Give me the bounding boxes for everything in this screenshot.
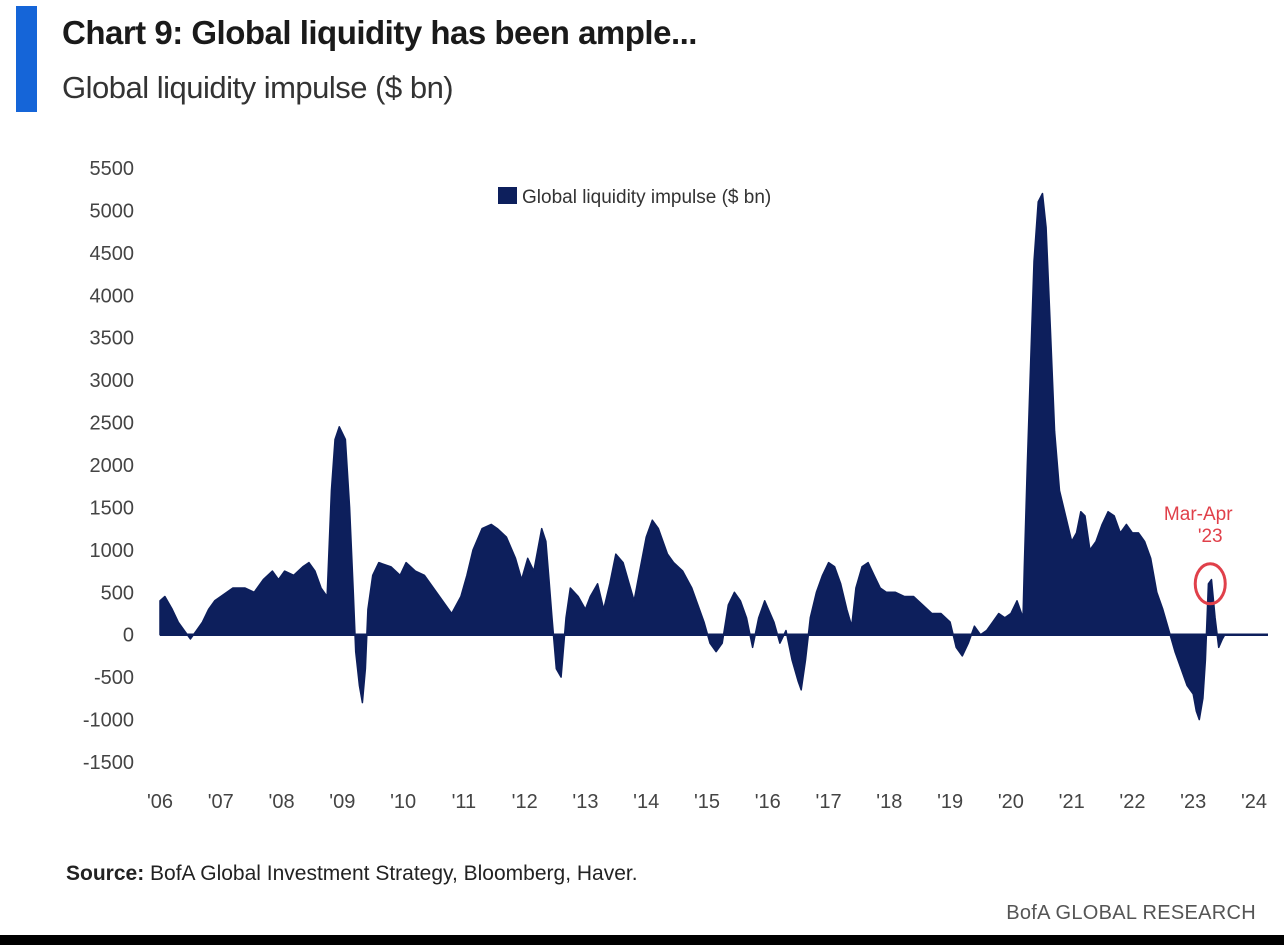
y-axis-ticks: 5500500045004000350030002500200015001000…: [83, 158, 134, 774]
y-tick-label: 4500: [90, 243, 135, 265]
y-tick-label: 2000: [90, 455, 135, 477]
y-tick-label: 2500: [90, 413, 135, 435]
y-tick-label: 4000: [90, 285, 135, 307]
y-tick-label: -1500: [83, 752, 134, 774]
annotation-circle: [1193, 562, 1227, 606]
x-tick-label: '10: [390, 791, 416, 813]
x-tick-label: '17: [816, 791, 842, 813]
liquidity-chart: 5500500045004000350030002500200015001000…: [83, 158, 1268, 813]
x-tick-label: '18: [876, 791, 902, 813]
chart-title: Chart 9: Global liquidity has been ample…: [62, 14, 697, 51]
brand-label: BofA GLOBAL RESEARCH: [1006, 902, 1256, 924]
y-tick-label: 3000: [90, 370, 135, 392]
x-tick-label: '16: [755, 791, 781, 813]
x-tick-label: '06: [147, 791, 173, 813]
x-tick-label: '23: [1180, 791, 1206, 813]
y-tick-label: 3500: [90, 328, 135, 350]
chart-subtitle: Global liquidity impulse ($ bn): [62, 70, 454, 105]
x-tick-label: '07: [208, 791, 234, 813]
x-axis-ticks: '06 '07 '08 '09 '10 '11 '12 '13 '14 '15 '16 '17 '18 '…: [147, 791, 1267, 813]
source-note: Source: BofA Global Investment Strategy,…: [66, 862, 638, 886]
annotation-label-line1: Mar-Apr: [1164, 504, 1233, 525]
series-area: [159, 192, 1226, 721]
x-tick-label: '13: [572, 791, 598, 813]
x-tick-label: '12: [512, 791, 538, 813]
y-tick-label: -1000: [83, 710, 134, 732]
x-tick-label: '08: [269, 791, 295, 813]
bottom-band: [0, 935, 1284, 945]
y-tick-label: 0: [123, 625, 134, 647]
source-label: Source:: [66, 862, 145, 885]
y-tick-label: 1000: [90, 540, 135, 562]
x-tick-label: '21: [1059, 791, 1085, 813]
title-accent-bar: [16, 6, 37, 112]
legend-label: Global liquidity impulse ($ bn): [522, 187, 771, 208]
source-text: BofA Global Investment Strategy, Bloombe…: [150, 862, 638, 885]
y-tick-label: -500: [94, 667, 134, 689]
x-tick-label: '22: [1119, 791, 1145, 813]
x-tick-label: '09: [329, 791, 355, 813]
annotation-mar-apr-23: Mar-Apr '23: [1164, 504, 1233, 606]
x-tick-label: '24: [1241, 791, 1267, 813]
legend-swatch: [498, 187, 517, 204]
y-tick-label: 5000: [90, 200, 135, 222]
x-tick-label: '20: [998, 791, 1024, 813]
y-tick-label: 5500: [90, 158, 135, 180]
x-tick-label: '15: [694, 791, 720, 813]
x-tick-label: '19: [937, 791, 963, 813]
y-tick-label: 500: [101, 582, 134, 604]
y-tick-label: 1500: [90, 497, 135, 519]
x-tick-label: '11: [452, 791, 477, 813]
x-tick-label: '14: [633, 791, 659, 813]
annotation-label-line2: '23: [1198, 526, 1223, 547]
legend: Global liquidity impulse ($ bn): [498, 187, 771, 208]
